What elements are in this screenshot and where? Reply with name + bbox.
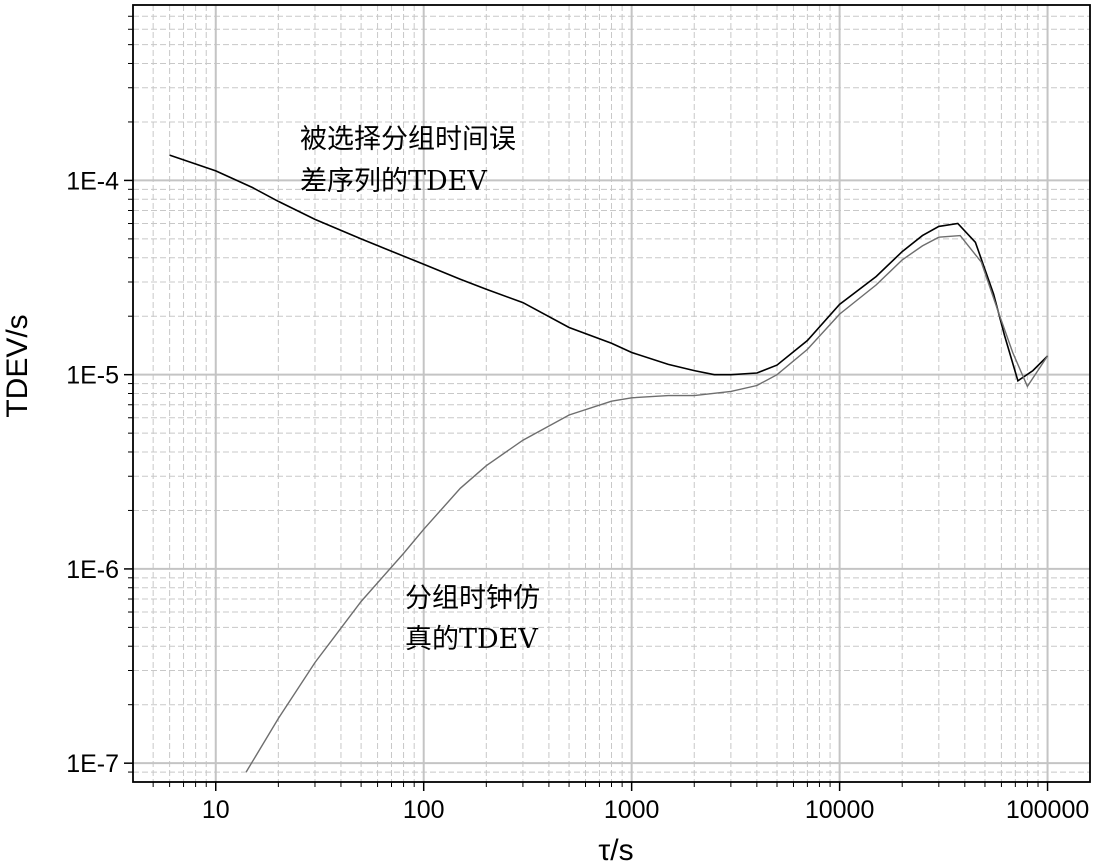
annotation-selected-line-1: 被选择分组时间误 <box>300 124 516 155</box>
x-axis-label: τ/s <box>598 834 633 863</box>
y-axis-label: TDEV/s <box>1 314 34 417</box>
x-tick-label: 100 <box>403 796 445 824</box>
y-tick-label: 1E-6 <box>66 556 119 584</box>
x-tick-label: 100000 <box>1006 796 1089 824</box>
y-tick-label: 1E-7 <box>66 750 119 778</box>
x-tick-label: 10 <box>202 796 230 824</box>
annotation-selected-line-2: 差序列的TDEV <box>300 166 487 197</box>
axes-layer: 10 100 1000 10000 100000 1E-7 1E-6 1E-5 1E-4 <box>66 4 1091 824</box>
series-line-simulated-tdev <box>245 234 1049 773</box>
annotation-simulated-line-2: 真的TDEV <box>405 624 538 655</box>
series-layer <box>169 154 1049 773</box>
annotation-layer: 被选择分组时间误 差序列的TDEV 分组时钟仿 真的TDEV <box>300 124 540 655</box>
major-grid <box>133 5 1090 782</box>
x-tick-label: 1000 <box>604 796 660 824</box>
x-tick-label: 10000 <box>805 796 875 824</box>
y-tick-label: 1E-4 <box>66 167 119 195</box>
plot-frame <box>132 4 1091 783</box>
annotation-simulated-line-1: 分组时钟仿 <box>405 583 540 614</box>
minor-grid <box>133 5 1090 782</box>
series-line-selected-tdev <box>169 154 1049 383</box>
y-tick-label: 1E-5 <box>66 362 119 390</box>
